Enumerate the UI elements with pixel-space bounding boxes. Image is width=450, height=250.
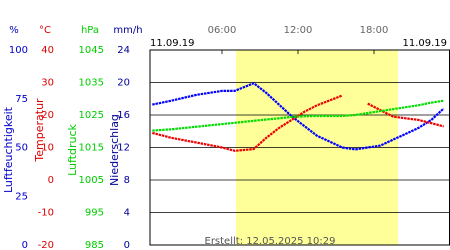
y-tick-label: 1045	[79, 45, 104, 56]
y-tick-label: 985	[85, 240, 104, 250]
y-tick-label: 995	[85, 208, 104, 219]
axis-unit: mm/h	[113, 25, 142, 36]
y-tick-label: 1025	[79, 110, 104, 121]
series-line	[152, 81, 445, 151]
y-tick-label: 75	[15, 94, 28, 105]
x-tick-label: 06:00	[208, 25, 237, 36]
axis-unit: %	[9, 25, 19, 36]
y-tick-label: 12	[117, 143, 130, 154]
series-line	[152, 94, 343, 152]
y-tick-label: 20	[41, 110, 54, 121]
y-tick-label: 20	[117, 78, 130, 89]
y-tick-label: 25	[15, 191, 28, 202]
date-right: 11.09.19	[402, 38, 447, 49]
y-tick-label: 10	[41, 143, 54, 154]
y-tick-label: 8	[124, 175, 130, 186]
y-tick-label: 1015	[79, 143, 104, 154]
date-left: 11.09.19	[150, 38, 195, 49]
y-tick-label: 0	[124, 240, 130, 250]
y-tick-label: 40	[41, 45, 54, 56]
y-tick-label: 1005	[79, 175, 104, 186]
created-note: Erstellt: 12.05.2025 10:29	[205, 236, 336, 247]
y-tick-label: 24	[117, 45, 130, 56]
y-tick-label: 0	[48, 175, 54, 186]
y-tick-label: 50	[15, 143, 28, 154]
x-tick-label: 12:00	[284, 25, 313, 36]
y-tick-label: 16	[117, 110, 130, 121]
y-tick-label: 1035	[79, 78, 104, 89]
axis-unit: hPa	[81, 25, 99, 36]
y-tick-label: -20	[38, 240, 54, 250]
x-tick-label: 18:00	[360, 25, 389, 36]
y-tick-label: 0	[22, 240, 28, 250]
axis-title: Luftdruck	[66, 123, 79, 175]
y-tick-label: 100	[9, 45, 28, 56]
series-line	[152, 99, 444, 132]
y-tick-label: 4	[124, 208, 130, 219]
axis-title: Niederschlag	[108, 114, 121, 186]
y-tick-label: -10	[38, 208, 54, 219]
axis-unit: °C	[39, 25, 51, 36]
axis-title: Luftfeuchtigkeit	[2, 106, 15, 193]
axis-title: Temperatur	[33, 98, 46, 163]
y-tick-label: 30	[41, 78, 54, 89]
